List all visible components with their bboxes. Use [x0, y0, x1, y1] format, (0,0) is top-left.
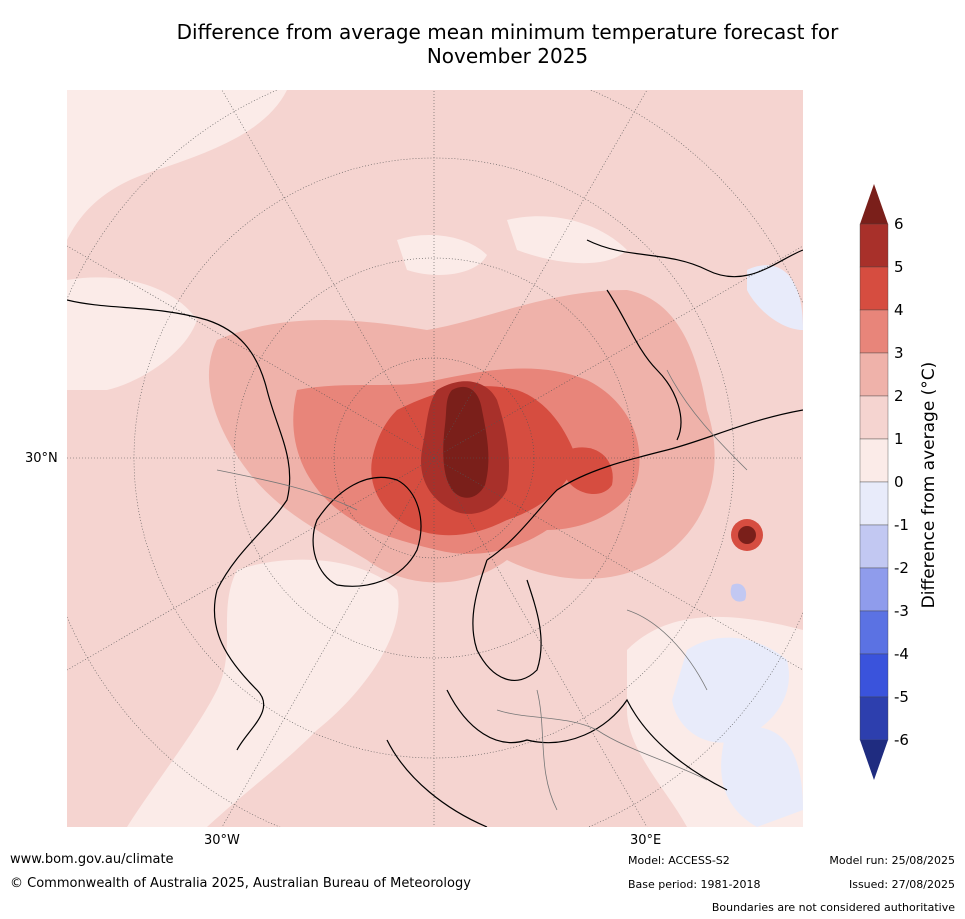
anomaly-zone-neg-0-1	[747, 265, 803, 330]
graticule-meridian	[433, 245, 803, 459]
forecast-map	[67, 90, 803, 827]
colorbar-bin	[859, 524, 889, 569]
colorbar-extend-bottom	[860, 740, 888, 780]
colorbar-label: Difference from average (°C)	[919, 362, 939, 609]
footer-disclaimer: Boundaries are not considered authoritat…	[711, 901, 955, 914]
colorbar-tick-label: -1	[894, 516, 909, 534]
colorbar-tick-label: 3	[894, 344, 904, 362]
colorbar-tick-label: -3	[894, 602, 909, 620]
colorbar-ticks: 6 5 4 3 2 1 0 -1 -2 -3 -4 -5 -6	[894, 215, 909, 749]
colorbar-tick-label: 6	[894, 215, 904, 233]
colorbar-bin	[859, 223, 889, 268]
colorbar-bin	[859, 567, 889, 612]
anomaly-zone-0-1	[127, 559, 399, 827]
colorbar-bin	[859, 395, 889, 440]
footer-issued: Issued: 27/08/2025	[848, 878, 955, 891]
colorbar-tick-label: -6	[894, 731, 909, 749]
colorbar-bin	[859, 653, 889, 698]
anomaly-zone-neg-0-1	[721, 726, 803, 827]
anomaly-hotspot	[738, 526, 756, 544]
colorbar-bin	[859, 352, 889, 397]
colorbar-bin	[859, 266, 889, 311]
graticule-meridian	[433, 90, 648, 459]
footer-copyright: © Commonwealth of Australia 2025, Austra…	[10, 876, 471, 891]
graticule-meridian	[221, 457, 435, 827]
footer-url[interactable]: www.bom.gov.au/climate	[10, 852, 174, 867]
lon-label-30w: 30°W	[204, 833, 240, 848]
colorbar-tick-label: -2	[894, 559, 909, 577]
footer-model-run: Model run: 25/08/2025	[829, 854, 955, 867]
anomaly-zone-neg-1-2	[730, 583, 747, 602]
graticule-meridian	[433, 457, 803, 671]
anomaly-zone-4-5	[567, 447, 613, 495]
anomaly-zone-0-1	[397, 235, 487, 275]
footer-model: Model: ACCESS-S2	[628, 854, 730, 867]
lat-label-30n: 30°N	[25, 451, 58, 466]
country-borders	[216, 369, 748, 811]
anomaly-zone-neg-0-1	[672, 637, 789, 743]
colorbar-tick-label: 1	[894, 430, 904, 448]
colorbar-bin	[859, 438, 889, 483]
map-title: Difference from average mean minimum tem…	[60, 20, 955, 68]
footer-base-period: Base period: 1981-2018	[628, 878, 761, 891]
anomaly-zone-0-1	[507, 216, 627, 264]
coastlines	[67, 239, 803, 827]
colorbar-bin	[859, 309, 889, 354]
colorbar-tick-label: 2	[894, 387, 904, 405]
anomaly-zone-above-6	[443, 386, 489, 498]
anomaly-zone-0-1	[67, 90, 287, 240]
colorbar-tick-label: -4	[894, 645, 909, 663]
colorbar-bins	[859, 184, 889, 780]
colorbar-tick-label: 5	[894, 258, 904, 276]
title-line-2: November 2025	[426, 44, 589, 68]
colorbar-bin	[859, 481, 889, 526]
lon-label-30e: 30°E	[630, 833, 662, 848]
colorbar-tick-label: 0	[894, 473, 904, 491]
colorbar-extend-top	[860, 184, 888, 224]
colorbar-tick-label: 4	[894, 301, 904, 319]
colorbar-bin	[859, 696, 889, 741]
title-line-1: Difference from average mean minimum tem…	[176, 20, 839, 44]
colorbar-bin	[859, 610, 889, 655]
colorbar: 6 5 4 3 2 1 0 -1 -2 -3 -4 -5 -6 Difference from aver…	[859, 184, 939, 780]
colorbar-tick-label: -5	[894, 688, 909, 706]
